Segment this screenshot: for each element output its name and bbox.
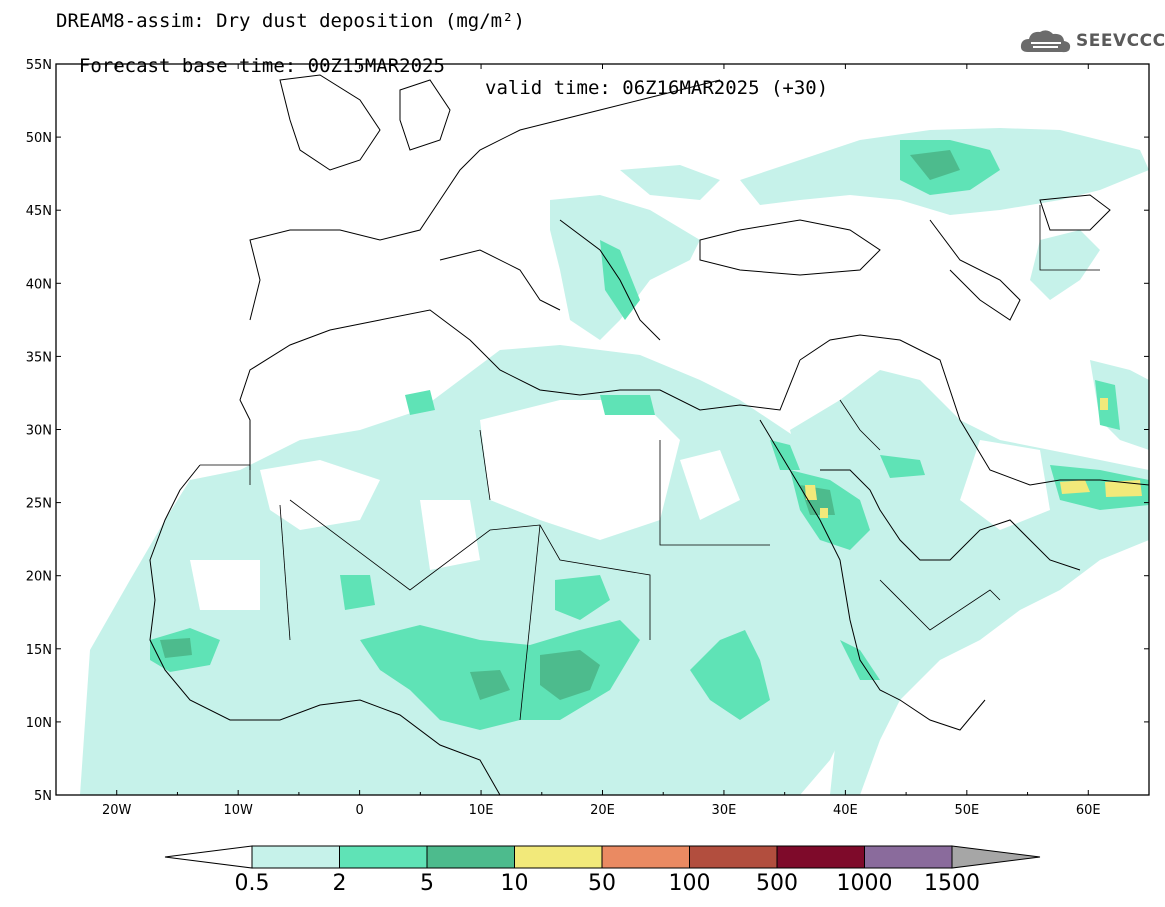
colorbar-label: 1500 [924,871,980,896]
dust-field-dark [160,150,960,700]
colorbar-swatch [514,845,603,869]
lat-label: 20N [26,570,52,585]
country-borders [200,205,1100,721]
lat-label: 30N [26,424,52,439]
colorbar-label: 1000 [837,871,893,896]
colorbar-label: 50 [588,871,616,896]
dust-fields [80,128,1149,795]
cloud-icon [1020,30,1071,53]
lon-label: 0 [355,803,363,818]
lat-label: 25N [26,497,52,512]
lon-label: 10W [223,803,253,818]
dust-field-high [805,398,1142,518]
colorbar-label: 100 [669,871,711,896]
lon-label: 50E [954,803,979,818]
colorbar-label: 10 [501,871,529,896]
lon-label: 30E [712,803,737,818]
lat-label: 15N [26,643,52,658]
colorbar-label: 0.5 [235,871,270,896]
lat-label: 40N [26,277,52,292]
coastlines [56,64,1149,795]
time-info: Forecast base time: 00Z15MAR2025 valid t… [56,33,828,99]
map-title: DREAM8-assim: Dry dust deposition (mg/m²… [56,10,525,32]
lat-label: 35N [26,350,52,365]
lon-label: 10E [469,803,494,818]
colorbar-swatch [864,845,953,869]
lat-label: 50N [26,131,52,146]
colorbar-swatch [776,845,865,869]
lat-label: 45N [26,204,52,219]
latitude-axis: 55N 50N 45N 40N 35N 30N 25N 20N 15N 10N 5N [26,58,1149,804]
clear-areas [190,400,1050,610]
colorbar-swatch [689,845,778,869]
colorbar-swatch [426,845,515,869]
valid-time: valid time: 06Z16MAR2025 (+30) [485,77,829,99]
lon-label: 20W [102,803,132,818]
colorbar-high-arrow [951,845,1041,869]
base-time: Forecast base time: 00Z15MAR2025 [78,55,445,77]
colorbar-label: 500 [756,871,798,896]
colorbar-swatch [339,845,428,869]
lat-label: 10N [26,716,52,731]
lon-label: 60E [1076,803,1101,818]
lon-label: 40E [833,803,858,818]
colorbar-label: 5 [420,871,434,896]
lat-label: 5N [34,789,52,804]
lat-label: 55N [26,58,52,73]
seevccc-logo: SEEVCCC [1018,26,1165,58]
colorbar-label: 2 [333,871,347,896]
colorbar-swatch [601,845,690,869]
colorbar-swatch [251,845,340,869]
longitude-axis: 20W 10W 0 10E 20E 30E 40E 50E 60E [55,64,1150,818]
logo-text: SEEVCCC [1076,31,1165,51]
colorbar: 0.5 2 5 10 50 100 500 1000 1500 [164,845,1041,896]
colorbar-low-arrow [164,845,253,869]
lon-label: 20E [590,803,615,818]
